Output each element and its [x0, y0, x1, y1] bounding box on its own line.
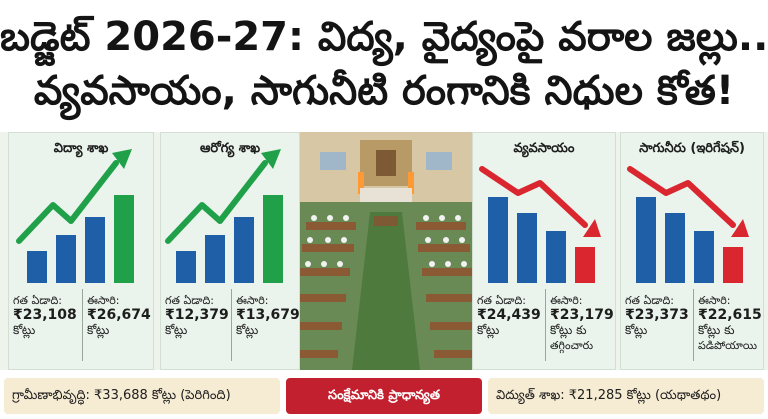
allocation-stats: గత ఏడాది: ₹12,379 కోట్లు ఈసారి: ₹13,679 కోట్ల… [161, 289, 301, 371]
trend-bar [85, 217, 105, 283]
panel-education: విద్యా శాఖ గత ఏడాది: ₹23,108 కోట్లు ఈసారి: ₹2… [8, 132, 154, 370]
stats-divider [231, 289, 232, 361]
allocation-stats: గత ఏడాది: ₹23,373 కోట్లు ఈసారి: ₹22,615 కోట్ల… [621, 289, 763, 371]
arrow-down-icon [583, 219, 601, 237]
trend-up-arrow-line [165, 160, 268, 244]
prev-label: గత ఏడాది: [13, 294, 62, 307]
prev-label: గత ఏడాది: [165, 294, 214, 307]
trend-bar [488, 197, 508, 283]
curr-label: ఈసారి: [550, 294, 583, 307]
prev-label: గత ఏడాది: [477, 294, 526, 307]
current-year-allocation: ఈసారి: ₹23,179 కోట్లు కు తగ్గించారు [546, 289, 617, 371]
trend-chart [16, 149, 134, 283]
current-year-allocation: ఈసారి: ₹22,615 కోట్లు కు పడిపోయాయి [694, 289, 765, 371]
curr-amount: ₹26,674 [87, 307, 151, 323]
trend-bar [56, 235, 76, 283]
trend-bar [114, 195, 134, 283]
stats-divider [545, 289, 546, 361]
prev-amount: ₹23,373 [625, 307, 689, 323]
curr-note: పడిపోయాయి [698, 339, 757, 352]
panel-title: సాగునీరు (ఇరిగేషన్) [639, 141, 745, 156]
previous-year-allocation: గత ఏడాది: ₹12,379 కోట్లు [161, 289, 231, 371]
trend-down-arrow-line [627, 166, 736, 228]
trend-chart [165, 149, 283, 283]
curr-label: ఈసారి: [698, 294, 731, 307]
stats-divider [82, 289, 83, 361]
arrow-up-icon [112, 149, 132, 169]
curr-label: ఈసారి: [236, 294, 269, 307]
headline-line-1: బడ్జెట్ 2026-27: విద్య, వైద్యంపై వరాల జల… [0, 14, 768, 60]
panel-irrigation: సాగునీరు (ఇరిగేషన్) గత ఏడాది: ₹23,373 కోట్ల… [620, 132, 764, 370]
trend-bar [263, 195, 283, 283]
previous-year-allocation: గత ఏడాది: ₹23,108 కోట్లు [9, 289, 82, 371]
rural-development-note: గ్రామీణాభివృద్ధి: ₹33,688 కోట్లు (పెరిగి… [4, 378, 280, 414]
curr-label: ఈసారి: [87, 294, 120, 307]
prev-unit: కోట్లు [165, 323, 188, 337]
headline: బడ్జెట్ 2026-27: విద్య, వైద్యంపై వరాల జల… [0, 0, 768, 128]
current-year-allocation: ఈసారి: ₹26,674 కోట్లు [83, 289, 155, 371]
prev-unit: కోట్లు [625, 323, 648, 337]
trend-bar [694, 231, 714, 283]
trend-bar [176, 251, 196, 283]
trend-bar [575, 247, 595, 283]
prev-label: గత ఏడాది: [625, 294, 674, 307]
trend-bar [546, 231, 566, 283]
curr-amount: ₹23,179 [550, 307, 614, 323]
prev-amount: ₹24,439 [477, 307, 541, 323]
prev-amount: ₹12,379 [165, 307, 229, 323]
prev-amount: ₹23,108 [13, 307, 77, 323]
stats-divider [693, 289, 694, 361]
panel-health: ఆరోగ్య శాఖ గత ఏడాది: ₹12,379 కోట్లు ఈసారి: ₹1… [160, 132, 300, 370]
curr-amount: ₹22,615 [698, 307, 762, 323]
headline-line-2: వ్యవసాయం, సాగునీటి రంగానికి నిధుల కోత! [33, 68, 735, 114]
arrow-up-icon [261, 149, 281, 169]
trend-bar [205, 235, 225, 283]
panel-title: విద్యా శాఖ [53, 141, 109, 156]
curr-unit: కోట్లు [236, 323, 259, 337]
trend-down-arrow-line [479, 166, 588, 228]
curr-unit: కోట్లు కు [550, 323, 587, 337]
panel-title: వ్యవసాయం [513, 141, 575, 156]
trend-chart [479, 166, 601, 283]
infographic-area: విద్యా శాఖ గత ఏడాది: ₹23,108 కోట్లు ఈసారి: ₹2… [0, 132, 768, 370]
power-department-note: విద్యుత్ శాఖ: ₹21,285 కోట్లు (యథాతథం) [488, 378, 764, 414]
arrow-down-icon [731, 219, 749, 237]
previous-year-allocation: గత ఏడాది: ₹23,373 కోట్లు [621, 289, 693, 371]
panel-title: ఆరోగ్య శాఖ [199, 141, 261, 156]
prev-unit: కోట్లు [477, 323, 500, 337]
trend-bar [665, 213, 685, 283]
trend-bar [234, 217, 254, 283]
panel-agriculture: వ్యవసాయం గత ఏడాది: ₹24,439 కోట్లు ఈసారి: ₹23,… [472, 132, 616, 370]
trend-bar [636, 197, 656, 283]
trend-up-arrow-line [16, 160, 119, 244]
previous-year-allocation: గత ఏడాది: ₹24,439 కోట్లు [473, 289, 545, 371]
curr-unit: కోట్లు కు [698, 323, 735, 337]
trend-bar [723, 247, 743, 283]
assembly-hall-photo [300, 132, 472, 370]
trend-chart [627, 166, 749, 283]
curr-unit: కోట్లు [87, 323, 110, 337]
trend-bar [517, 213, 537, 283]
welfare-priority-badge: సంక్షేమానికి ప్రాధాన్యత [286, 378, 482, 414]
footer-strip: గ్రామీణాభివృద్ధి: ₹33,688 కోట్లు (పెరిగి… [0, 372, 768, 419]
trend-bar [27, 251, 47, 283]
curr-note: తగ్గించారు [550, 339, 594, 352]
assembly-illustration [300, 132, 472, 370]
prev-unit: కోట్లు [13, 323, 36, 337]
curr-amount: ₹13,679 [236, 307, 300, 323]
allocation-stats: గత ఏడాది: ₹24,439 కోట్లు ఈసారి: ₹23,179 కోట్ల… [473, 289, 615, 371]
current-year-allocation: ఈసారి: ₹13,679 కోట్లు [232, 289, 301, 371]
allocation-stats: గత ఏడాది: ₹23,108 కోట్లు ఈసారి: ₹26,674 కోట్ల… [9, 289, 153, 371]
